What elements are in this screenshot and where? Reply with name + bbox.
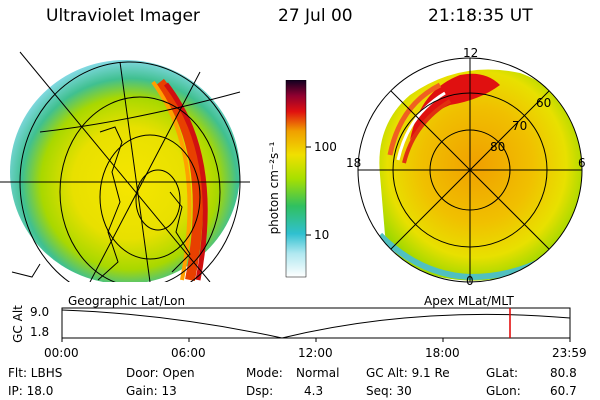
- mode-label: Mode:: [246, 366, 283, 380]
- time-label: 21:18:35 UT: [428, 6, 533, 26]
- dsp-value: 4.3: [304, 384, 324, 398]
- geographic-label: Geographic Lat/Lon: [68, 294, 186, 308]
- colorbar-unit-label: photon cm⁻²s⁻¹: [267, 141, 281, 235]
- timeline-tick-1800: 18:00: [425, 346, 460, 360]
- colorbar-tick-10: 10: [314, 228, 330, 242]
- date-label: 27 Jul 00: [278, 6, 353, 26]
- glat-label: GLat:: [486, 366, 519, 380]
- mlt-18-label: 18: [346, 156, 362, 170]
- seq-info: Seq: 30: [366, 384, 412, 398]
- timeline-y-top: 9.0: [30, 305, 50, 319]
- mlat-70-label: 70: [512, 119, 528, 133]
- timeline-y-bottom: 1.8: [30, 325, 50, 339]
- colorbar: [285, 80, 311, 278]
- mlt-12-label: 12: [463, 46, 479, 60]
- timeline-tick-2359: 23:59: [552, 346, 587, 360]
- mlat-80-label: 80: [490, 140, 506, 154]
- mlt-0-label: 0: [466, 274, 474, 288]
- filter-info: Flt: LBHS: [8, 366, 63, 380]
- gc-alt-info: GC Alt: 9.1 Re: [366, 366, 450, 380]
- gain-info: Gain: 13: [126, 384, 177, 398]
- dsp-label: Dsp:: [246, 384, 274, 398]
- colorbar-tick-100: 100: [314, 140, 337, 154]
- geographic-image: [0, 51, 250, 282]
- glon-value: 60.7: [550, 384, 577, 398]
- timeline-tick-0000: 00:00: [44, 346, 79, 360]
- timeline-tick-1200: 12:00: [298, 346, 333, 360]
- glat-value: 80.8: [550, 366, 577, 380]
- mode-value: Normal: [296, 366, 340, 380]
- timeline-axis-label: GC Alt: [11, 305, 25, 343]
- apex-label: Apex MLat/MLT: [424, 294, 514, 308]
- altitude-timeline: [61, 307, 571, 342]
- glon-label: GLon:: [486, 384, 521, 398]
- ip-info: IP: 18.0: [8, 384, 54, 398]
- door-info: Door: Open: [126, 366, 195, 380]
- mlt-6-label: 6: [578, 156, 586, 170]
- mlat-60-label: 60: [536, 96, 552, 110]
- instrument-title: Ultraviolet Imager: [46, 6, 200, 26]
- apex-polar-image: [357, 57, 583, 283]
- timeline-tick-0600: 06:00: [171, 346, 206, 360]
